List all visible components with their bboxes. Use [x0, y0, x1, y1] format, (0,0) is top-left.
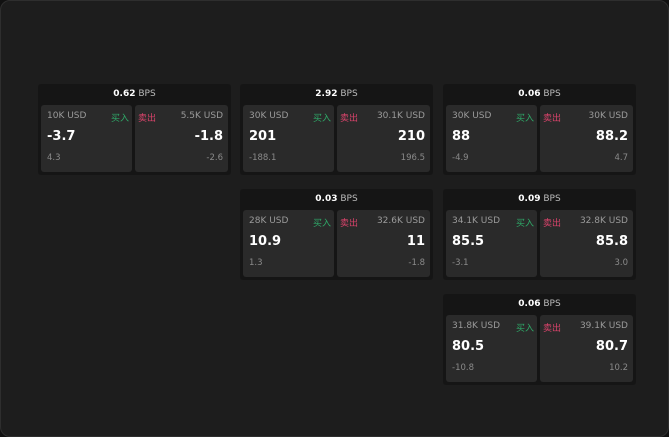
buy-amount: 31.8K USD: [452, 321, 501, 331]
spread-header: 0.09 BPS: [443, 189, 636, 209]
quote-card: 0.06 BPS 31.8K USD 买入 80.5 -10.8 卖出 39.1…: [443, 294, 636, 385]
quote-card: 0.03 BPS 28K USD 买入 10.9 1.3 卖出 32.6K US…: [240, 189, 433, 280]
buy-change: 1.3: [249, 258, 263, 268]
quote-card: 0.62 BPS 10K USD 买入 -3.7 4.3 卖出 5.5K USD…: [38, 84, 231, 175]
sell-button[interactable]: 卖出 32.6K USD 11 -1.8: [337, 210, 430, 277]
spread-value: 0.09: [518, 194, 541, 204]
buy-price: 80.5: [452, 339, 485, 354]
sell-label: 卖出: [543, 114, 562, 124]
spread-unit: BPS: [543, 194, 561, 204]
sell-price: 210: [397, 129, 425, 144]
spread-header: 2.92 BPS: [240, 84, 433, 104]
spread-unit: BPS: [340, 194, 358, 204]
buy-amount: 30K USD: [249, 111, 289, 121]
sell-label: 卖出: [138, 114, 157, 124]
sell-change: 196.5: [400, 153, 425, 163]
spread-unit: BPS: [543, 299, 561, 309]
sell-amount: 32.6K USD: [376, 216, 425, 226]
buy-price: -3.7: [47, 129, 76, 144]
sell-change: 10.2: [609, 363, 628, 373]
quote-card: 0.09 BPS 34.1K USD 买入 85.5 -3.1 卖出 32.8K…: [443, 189, 636, 280]
sell-button[interactable]: 卖出 39.1K USD 80.7 10.2: [540, 315, 633, 382]
spread-header: 0.03 BPS: [240, 189, 433, 209]
buy-label: 买入: [312, 114, 331, 124]
sell-change: -1.8: [408, 258, 425, 268]
buy-label: 买入: [312, 219, 331, 229]
spread-header: 0.06 BPS: [443, 294, 636, 314]
sell-label: 卖出: [543, 219, 562, 229]
buy-amount: 34.1K USD: [452, 216, 501, 226]
spread-unit: BPS: [340, 89, 358, 99]
sell-change: 4.7: [614, 153, 628, 163]
spread-value: 0.06: [518, 89, 541, 99]
buy-button[interactable]: 10K USD 买入 -3.7 4.3: [41, 105, 132, 172]
sell-price: 11: [406, 234, 425, 249]
spread-value: 0.62: [113, 89, 136, 99]
buy-amount: 30K USD: [452, 111, 492, 121]
spread-value: 0.06: [518, 299, 541, 309]
spread-unit: BPS: [543, 89, 561, 99]
buy-button[interactable]: 30K USD 买入 88 -4.9: [446, 105, 537, 172]
buy-price: 85.5: [452, 234, 485, 249]
spread-value: 2.92: [315, 89, 338, 99]
buy-amount: 28K USD: [249, 216, 289, 226]
sell-label: 卖出: [340, 114, 359, 124]
buy-price: 201: [249, 129, 277, 144]
buy-label: 买入: [110, 114, 129, 124]
sell-button[interactable]: 卖出 30.1K USD 210 196.5: [337, 105, 430, 172]
spread-unit: BPS: [138, 89, 156, 99]
sell-price: 80.7: [595, 339, 628, 354]
buy-label: 买入: [515, 114, 534, 124]
spread-value: 0.03: [315, 194, 338, 204]
sell-change: 3.0: [614, 258, 628, 268]
buy-price: 10.9: [249, 234, 282, 249]
sell-label: 卖出: [340, 219, 359, 229]
sell-button[interactable]: 卖出 32.8K USD 85.8 3.0: [540, 210, 633, 277]
sell-button[interactable]: 卖出 30K USD 88.2 4.7: [540, 105, 633, 172]
sell-amount: 39.1K USD: [579, 321, 628, 331]
sell-price: -1.8: [194, 129, 223, 144]
sell-price: 85.8: [595, 234, 628, 249]
buy-label: 买入: [515, 324, 534, 334]
buy-change: -188.1: [249, 153, 277, 163]
sell-amount: 30.1K USD: [376, 111, 425, 121]
quote-card: 0.06 BPS 30K USD 买入 88 -4.9 卖出 30K USD 8…: [443, 84, 636, 175]
buy-price: 88: [452, 129, 471, 144]
buy-button[interactable]: 30K USD 买入 201 -188.1: [243, 105, 334, 172]
sell-amount: 30K USD: [588, 111, 628, 121]
sell-price: 88.2: [595, 129, 628, 144]
buy-change: -4.9: [452, 153, 469, 163]
sell-button[interactable]: 卖出 5.5K USD -1.8 -2.6: [135, 105, 228, 172]
spread-header: 0.06 BPS: [443, 84, 636, 104]
buy-label: 买入: [515, 219, 534, 229]
buy-change: 4.3: [47, 153, 61, 163]
spread-header: 0.62 BPS: [38, 84, 231, 104]
buy-amount: 10K USD: [47, 111, 87, 121]
sell-change: -2.6: [206, 153, 223, 163]
quote-card: 2.92 BPS 30K USD 买入 201 -188.1 卖出 30.1K …: [240, 84, 433, 175]
sell-amount: 5.5K USD: [180, 111, 223, 121]
buy-change: -10.8: [452, 363, 474, 373]
buy-button[interactable]: 28K USD 买入 10.9 1.3: [243, 210, 334, 277]
buy-change: -3.1: [452, 258, 469, 268]
buy-button[interactable]: 34.1K USD 买入 85.5 -3.1: [446, 210, 537, 277]
sell-amount: 32.8K USD: [579, 216, 628, 226]
sell-label: 卖出: [543, 324, 562, 334]
buy-button[interactable]: 31.8K USD 买入 80.5 -10.8: [446, 315, 537, 382]
